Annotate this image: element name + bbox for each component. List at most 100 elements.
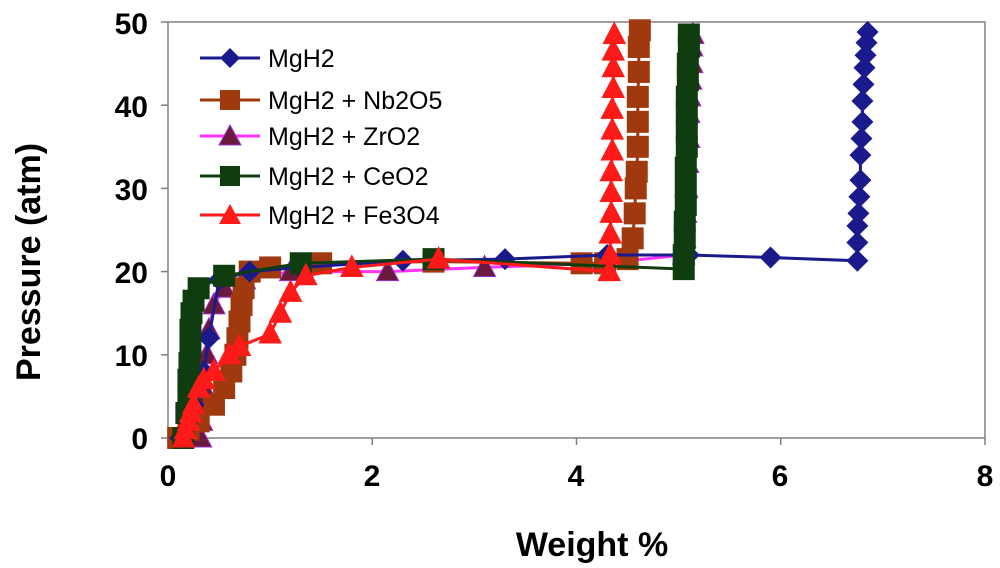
x-tick-label: 6 [772, 460, 789, 493]
legend-label: MgH2 + Fe3O4 [268, 202, 440, 230]
data-point [202, 358, 226, 381]
data-point [628, 19, 651, 42]
y-tick-label: 0 [131, 423, 148, 456]
data-point [676, 69, 699, 92]
legend-marker [218, 123, 242, 146]
data-point [602, 21, 627, 44]
legend-item: MgH2 [200, 45, 335, 73]
data-point [213, 264, 236, 287]
data-point [673, 210, 696, 233]
data-point [294, 262, 318, 286]
legend-item: MgH2 + Fe3O4 [200, 202, 440, 230]
data-point [599, 179, 624, 203]
data-point [621, 227, 644, 250]
legend-marker [219, 204, 241, 224]
x-axis-title: Weight % [516, 526, 668, 564]
data-point [597, 258, 622, 282]
data-point [197, 327, 220, 350]
data-point [599, 200, 624, 223]
legend-item: MgH2 + CeO2 [200, 163, 429, 191]
data-point [227, 333, 252, 356]
data-point [187, 277, 210, 300]
data-point [849, 144, 872, 167]
data-point [853, 56, 876, 79]
data-point [232, 277, 255, 300]
data-point [627, 35, 650, 58]
data-point [856, 20, 879, 43]
data-point [339, 254, 364, 277]
data-point [202, 393, 225, 416]
data-point [851, 110, 874, 133]
data-point [601, 38, 626, 61]
data-point [179, 335, 202, 358]
y-tick-label: 30 [115, 174, 148, 207]
legend-label: MgH2 + CeO2 [268, 163, 429, 191]
data-point [600, 137, 625, 161]
data-point [851, 90, 874, 113]
data-point [179, 318, 202, 341]
data-point [846, 214, 869, 237]
legend-marker [220, 90, 240, 110]
data-point [230, 293, 253, 316]
data-point [213, 377, 236, 400]
data-point [598, 221, 623, 244]
data-point [850, 127, 873, 150]
data-point [600, 96, 625, 119]
y-tick-label: 10 [115, 340, 148, 373]
data-point [626, 110, 649, 133]
data-point [181, 391, 206, 415]
y-tick-label: 20 [115, 257, 148, 290]
data-point [228, 310, 251, 333]
series-group [171, 21, 627, 448]
data-point [258, 320, 282, 344]
data-point [676, 52, 699, 75]
data-point [672, 243, 695, 266]
data-point [852, 73, 875, 96]
data-point [846, 249, 869, 272]
plot-area [167, 21, 986, 439]
data-point [854, 44, 877, 67]
data-point [375, 258, 400, 282]
data-point [598, 241, 623, 265]
legend-item: MgH2 + ZrO2 [200, 123, 420, 151]
y-tick-label: 50 [115, 8, 148, 41]
legend-item: MgH2 + Nb2O5 [200, 87, 442, 115]
data-point [673, 227, 696, 250]
legend: MgH2 MgH2 + Nb2O5 MgH2 + ZrO2 MgH2 + CeO… [200, 45, 442, 230]
data-point [674, 156, 697, 179]
legend-label: MgH2 [268, 45, 335, 73]
data-point [846, 231, 869, 254]
legend-marker [220, 48, 240, 68]
data-point [626, 135, 649, 158]
data-point [849, 169, 872, 192]
y-tick-label: 40 [115, 91, 148, 124]
series-group [172, 23, 700, 449]
y-axis-title: Pressure (atm) [10, 143, 48, 381]
x-tick-label: 0 [160, 460, 177, 493]
x-tick-label: 8 [977, 460, 994, 493]
data-point [674, 177, 697, 200]
data-point [675, 135, 698, 158]
x-tick-label: 2 [364, 460, 381, 493]
series-layer [167, 19, 879, 449]
data-point [675, 119, 698, 142]
data-point [268, 300, 293, 323]
data-point [601, 75, 626, 99]
data-point [178, 352, 201, 375]
x-tick-label: 4 [568, 460, 585, 493]
data-point [759, 246, 782, 269]
data-point [625, 160, 648, 183]
data-point [627, 60, 650, 83]
data-point [848, 185, 871, 208]
data-point [674, 194, 697, 217]
legend-label: MgH2 + ZrO2 [268, 123, 420, 151]
legend-label: MgH2 + Nb2O5 [268, 87, 442, 115]
data-point [599, 158, 624, 182]
data-point [600, 117, 625, 140]
data-point [847, 202, 870, 225]
legend-marker [220, 166, 240, 186]
data-point [601, 54, 626, 78]
data-point [623, 202, 646, 225]
data-point [624, 177, 647, 200]
